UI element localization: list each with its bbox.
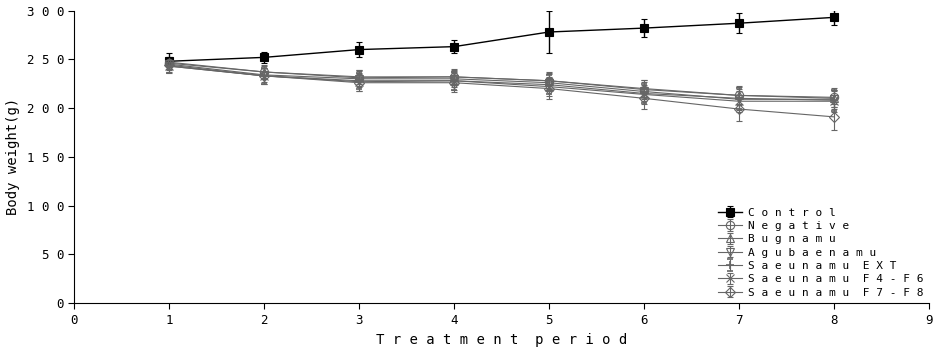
Legend: C o n t r o l, N e g a t i v e, B u g n a m u, A g u b a e n a m u, S a e u n a : C o n t r o l, N e g a t i v e, B u g n … — [718, 208, 923, 298]
Y-axis label: Body weight(g): Body weight(g) — [6, 98, 20, 215]
X-axis label: T r e a t m e n t  p e r i o d: T r e a t m e n t p e r i o d — [376, 334, 628, 347]
